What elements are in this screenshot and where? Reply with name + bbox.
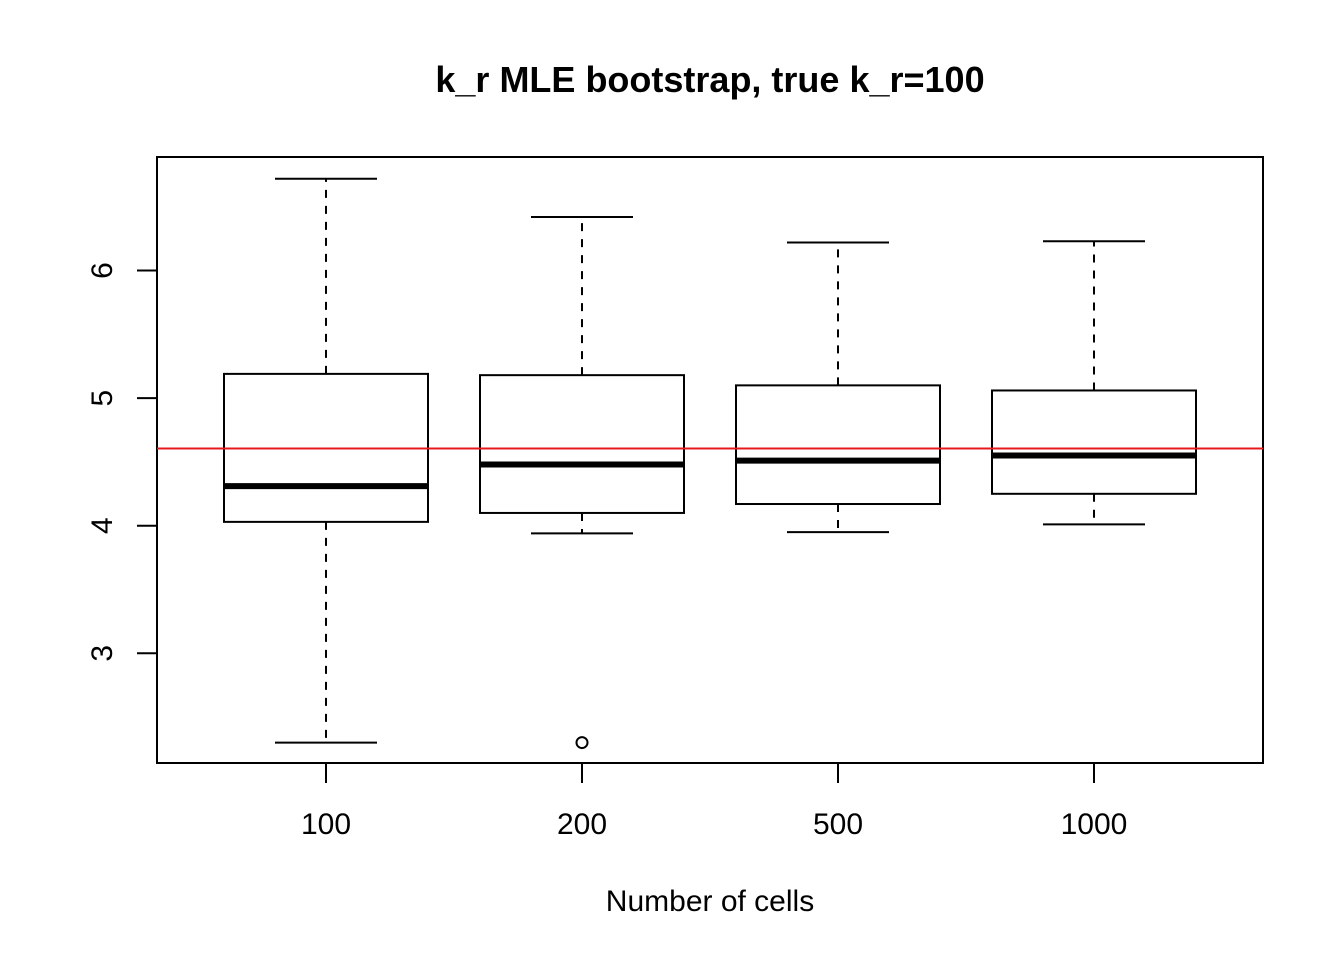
box-group-1000	[991, 240, 1197, 526]
chart-title: k_r MLE bootstrap, true k_r=100	[435, 59, 984, 100]
y-axis: 3 4 5 6	[86, 262, 157, 662]
iqr-box	[479, 374, 685, 514]
x-axis-label: Number of cells	[606, 885, 814, 918]
iqr-box	[735, 384, 941, 506]
box-group-200	[479, 215, 685, 750]
x-tick-label: 100	[301, 808, 351, 841]
boxes-layer	[223, 177, 1197, 750]
outlier-point	[575, 736, 589, 750]
x-tick-label: 200	[557, 808, 607, 841]
box-group-500	[735, 241, 941, 534]
box-group-100	[223, 177, 429, 744]
x-axis: 100 200 500 1000	[301, 763, 1127, 841]
y-tick-label: 4	[86, 517, 119, 534]
y-tick-label: 6	[86, 262, 119, 279]
y-tick-label: 3	[86, 645, 119, 662]
iqr-box	[991, 389, 1197, 495]
x-tick-label: 500	[813, 808, 863, 841]
plot-frame	[156, 156, 1264, 764]
x-tick-label: 1000	[1061, 808, 1128, 841]
y-tick-label: 5	[86, 390, 119, 407]
